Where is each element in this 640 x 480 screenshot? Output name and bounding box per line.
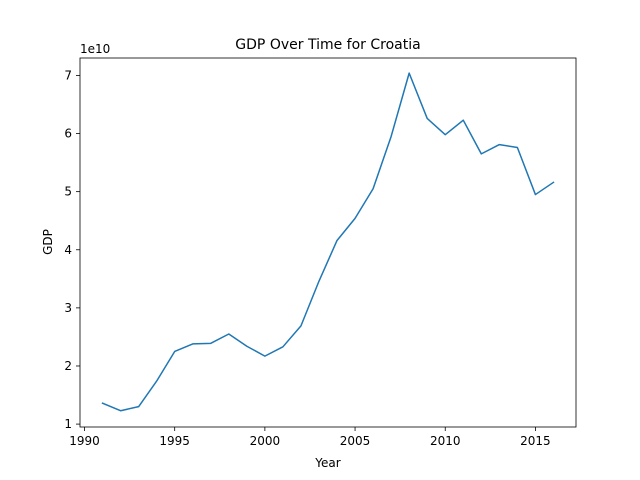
y-tick-label: 5 [64, 185, 72, 199]
x-tick-label: 2000 [250, 434, 281, 448]
y-tick-label: 7 [64, 68, 72, 82]
chart-title: GDP Over Time for Croatia [235, 37, 420, 53]
y-axis-offset-label: 1e10 [80, 42, 110, 56]
x-tick-label: 2005 [340, 434, 371, 448]
x-tick-label: 2010 [430, 434, 461, 448]
y-tick-label: 2 [64, 359, 72, 373]
y-tick-label: 3 [64, 301, 72, 315]
x-tick-label: 2015 [520, 434, 551, 448]
plot-area [101, 72, 555, 412]
axes-frame [79, 57, 577, 428]
x-axis-label: Year [314, 456, 340, 470]
x-tick-label: 1990 [69, 434, 100, 448]
axes-layer: 1990 1995 2000 2005 2010 2015 1 2 3 4 5 6 7 [64, 57, 577, 448]
y-tick-label: 6 [64, 127, 72, 141]
y-axis-label: GDP [41, 229, 55, 255]
x-tick-label: 1995 [159, 434, 190, 448]
y-tick-label: 4 [64, 243, 72, 257]
series-line [101, 72, 555, 412]
y-tick-label: 1 [64, 417, 72, 431]
